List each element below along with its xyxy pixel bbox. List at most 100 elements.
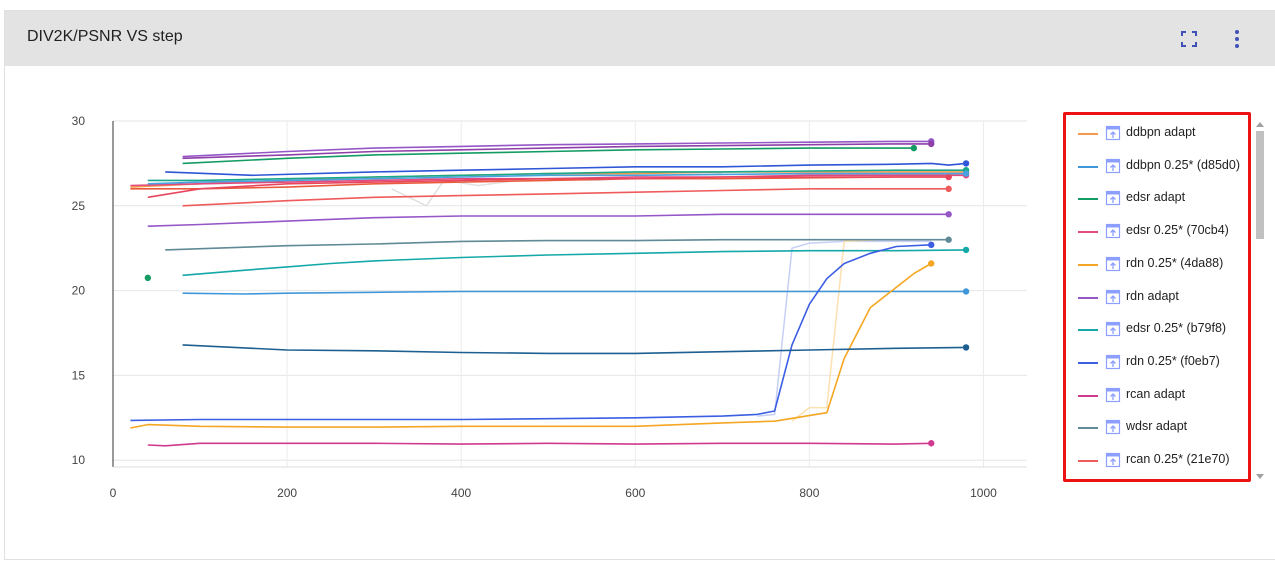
legend-swatch [1078, 133, 1098, 135]
more-vert-icon[interactable] [1223, 25, 1251, 53]
legend-item[interactable]: edsr 0.25* (70cb4) [1076, 221, 1248, 243]
raw-series-line [791, 238, 932, 422]
x-tick-label: 800 [799, 486, 819, 500]
series-line[interactable] [147, 176, 949, 199]
legend-item[interactable]: ddbpn adapt [1076, 123, 1248, 145]
series-line[interactable] [182, 249, 967, 277]
series-end-point[interactable] [928, 440, 935, 447]
series-line[interactable] [182, 140, 932, 158]
series-line[interactable] [130, 262, 932, 429]
run-icon [1105, 321, 1121, 337]
series-line[interactable] [147, 169, 967, 182]
series-end-point[interactable] [962, 170, 970, 177]
y-tick-label: 20 [72, 284, 86, 298]
legend-swatch [1078, 361, 1098, 364]
series-end-point[interactable] [928, 260, 935, 267]
x-tick-label: 600 [625, 486, 645, 500]
series-end-point[interactable] [945, 185, 952, 193]
y-tick-label: 10 [72, 453, 86, 467]
legend-swatch [1078, 329, 1098, 332]
legend-swatch [1078, 427, 1098, 430]
raw-series-line [391, 172, 723, 207]
legend-label: rdn 0.25* (4da88) [1126, 255, 1224, 270]
scroll-up-arrow-icon[interactable] [1256, 122, 1264, 127]
legend-item[interactable]: ddbpn 0.25* (d85d0) [1076, 156, 1248, 178]
line-chart[interactable]: 10 15 20 25 30 0 200 400 600 800 1000 [0, 0, 1060, 571]
series-end-point[interactable] [962, 344, 970, 351]
series-line[interactable] [147, 172, 967, 185]
legend-label: edsr adapt [1126, 190, 1186, 205]
card-header: DIV2K/PSNR VS step [5, 11, 1275, 66]
legend-swatch [1078, 231, 1098, 234]
chart-title: DIV2K/PSNR VS step [27, 28, 183, 45]
legend-label: rdn 0.25* (f0eb7) [1126, 353, 1220, 368]
y-tick-label: 15 [72, 368, 86, 382]
legend-label: rcan adapt [1126, 386, 1186, 401]
x-tick-label: 0 [110, 486, 117, 500]
x-tick-label: 200 [277, 486, 297, 500]
series-end-point[interactable] [962, 160, 970, 167]
run-icon [1105, 387, 1121, 403]
run-icon [1105, 256, 1121, 272]
legend-item[interactable]: rdn 0.25* (f0eb7) [1076, 352, 1248, 374]
series-line[interactable] [165, 238, 949, 251]
series-line[interactable] [165, 162, 967, 177]
series-line[interactable] [182, 188, 949, 207]
series-line[interactable] [182, 147, 914, 165]
series-end-point[interactable] [945, 173, 952, 181]
legend-item[interactable]: rcan adapt [1076, 385, 1248, 407]
series-line[interactable] [130, 244, 932, 422]
series-end-point[interactable] [962, 246, 970, 254]
y-tick-label: 30 [72, 114, 86, 128]
series-line[interactable] [182, 344, 967, 355]
run-icon [1105, 419, 1121, 435]
raw-series-layer [391, 172, 932, 422]
series-end-point[interactable] [945, 211, 952, 218]
legend-item[interactable]: rdn adapt [1076, 287, 1248, 309]
raw-series-line [757, 240, 932, 417]
series-end-point[interactable] [945, 236, 952, 243]
series-end-point[interactable] [928, 241, 935, 249]
series-end-point[interactable] [910, 144, 918, 152]
legend: ddbpn adapt ddbpn 0.25* (d85d0) edsr adapt… [1063, 112, 1251, 482]
y-tick-label: 25 [72, 199, 86, 213]
series-line[interactable] [182, 290, 967, 295]
x-tick-label: 1000 [970, 486, 997, 500]
legend-scrollbar-thumb[interactable] [1256, 131, 1264, 239]
legend-swatch [1078, 296, 1098, 299]
legend-item[interactable]: rdn 0.25* (4da88) [1076, 254, 1248, 276]
legend-label: rcan 0.25* (21e70) [1126, 452, 1230, 466]
run-icon [1105, 190, 1121, 206]
series-end-point[interactable] [928, 140, 935, 148]
legend-label: rdn adapt [1126, 288, 1179, 303]
legend-item[interactable]: wdsr adapt [1076, 417, 1248, 439]
legend-swatch [1078, 263, 1098, 266]
series-layer [130, 138, 970, 447]
axes: 10 15 20 25 30 0 200 400 600 800 1000 [72, 114, 1027, 500]
legend-item[interactable]: rcan 0.25* (21e70) [1076, 450, 1248, 472]
legend-swatch [1078, 394, 1098, 397]
legend-swatch [1078, 165, 1098, 168]
legend-label: edsr 0.25* (b79f8) [1126, 321, 1227, 336]
x-tick-label: 400 [451, 486, 471, 500]
series-line[interactable] [147, 213, 949, 227]
legend-swatch [1078, 460, 1098, 462]
legend-item[interactable]: edsr 0.25* (b79f8) [1076, 319, 1248, 341]
run-icon [1105, 158, 1121, 174]
run-icon [1105, 354, 1121, 370]
run-icon [1105, 289, 1121, 305]
legend-label: wdsr adapt [1126, 419, 1188, 434]
series-line[interactable] [147, 442, 932, 447]
fullscreen-icon[interactable] [1175, 25, 1203, 53]
legend-swatch [1078, 198, 1098, 201]
run-icon [1105, 125, 1121, 141]
run-icon [1105, 452, 1121, 468]
run-icon [1105, 223, 1121, 239]
legend-label: edsr 0.25* (70cb4) [1126, 223, 1229, 238]
legend-label: ddbpn adapt [1126, 125, 1196, 139]
data-point[interactable] [144, 274, 152, 282]
scroll-down-arrow-icon[interactable] [1256, 474, 1264, 479]
series-end-point[interactable] [962, 288, 970, 295]
series-line[interactable] [182, 143, 932, 160]
legend-item[interactable]: edsr adapt [1076, 188, 1248, 210]
